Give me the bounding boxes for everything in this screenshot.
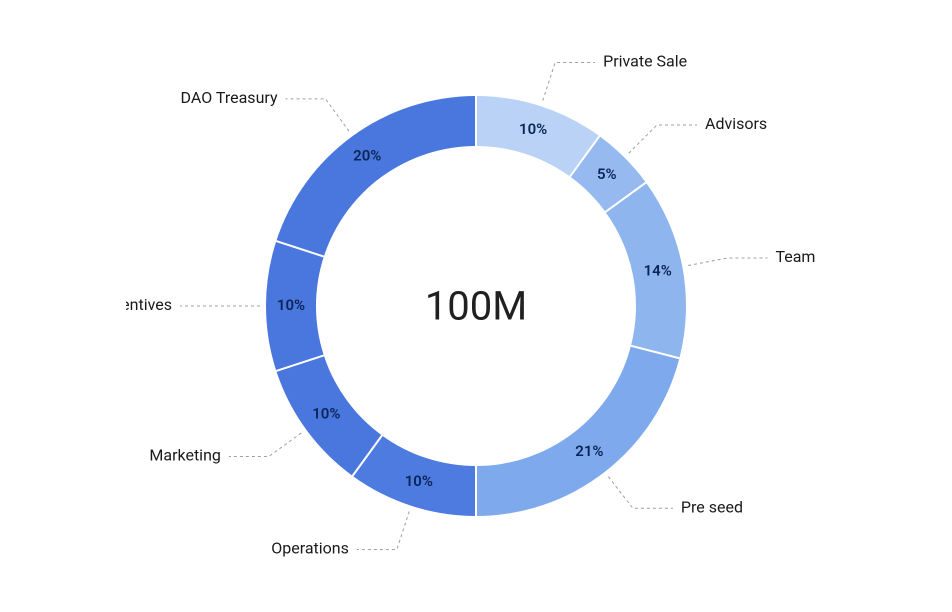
leader-line xyxy=(357,511,409,549)
slice-percent-label: 10% xyxy=(277,296,305,314)
leader-line xyxy=(229,433,301,457)
slice-external-label: Private Sale xyxy=(603,52,687,71)
slice-external-label: Team xyxy=(775,247,815,266)
slice-external-label: Incentives xyxy=(126,295,172,314)
slice-external-label: DAO Treasury xyxy=(181,88,278,107)
slice-percent-label: 20% xyxy=(353,146,381,164)
slice-external-label: Pre seed xyxy=(681,497,743,516)
leader-line xyxy=(688,258,767,265)
leader-line xyxy=(608,477,673,509)
leader-line xyxy=(629,125,697,153)
donut-slice xyxy=(476,346,679,516)
slice-percent-label: 10% xyxy=(312,405,340,423)
slice-percent-label: 21% xyxy=(575,442,603,460)
slice-external-label: Operations xyxy=(271,539,349,558)
donut-slice xyxy=(276,96,476,257)
donut-chart: 10% 5% 14% 21% 10% 10% 10% 20% Private Sale Advis… xyxy=(126,26,826,586)
slice-external-label: Marketing xyxy=(149,446,220,465)
slice-external-label: Advisors xyxy=(705,114,767,133)
leader-line xyxy=(543,63,595,101)
center-total-label: 100M xyxy=(425,283,527,330)
slice-percent-label: 5% xyxy=(597,165,617,183)
leader-line xyxy=(286,99,350,131)
slice-percent-label: 10% xyxy=(519,120,547,138)
slice-percent-label: 14% xyxy=(644,261,672,279)
slice-percent-label: 10% xyxy=(405,472,433,490)
